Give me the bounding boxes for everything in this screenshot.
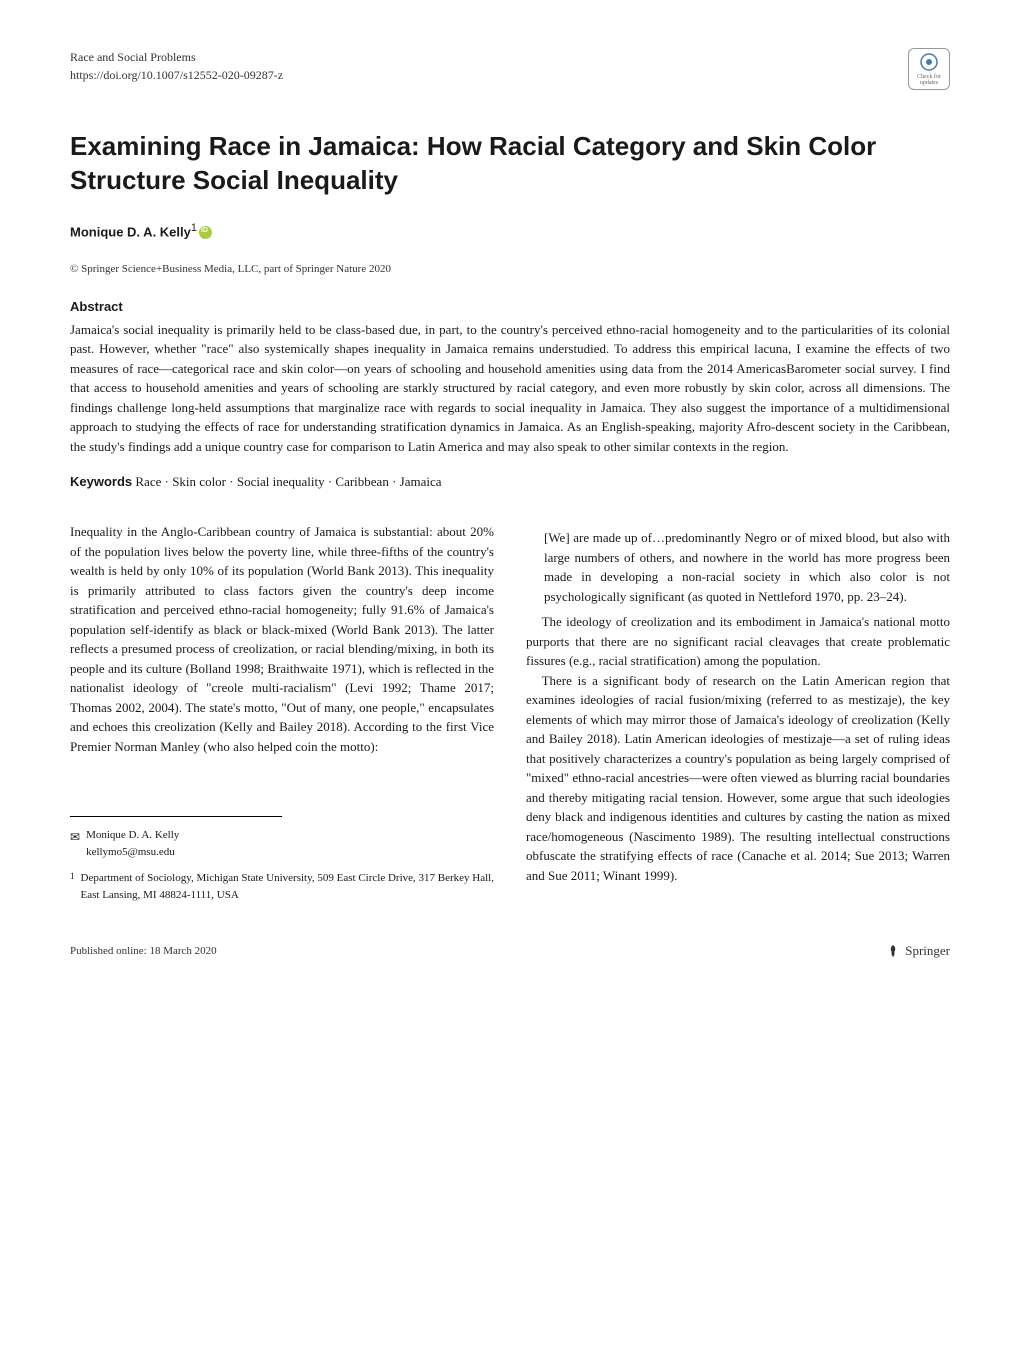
author-line: Monique D. A. Kelly1 bbox=[70, 222, 950, 239]
affiliation-text: Department of Sociology, Michigan State … bbox=[81, 870, 495, 903]
bottom-bar: Published online: 18 March 2020 Springer bbox=[70, 943, 950, 959]
springer-logo: Springer bbox=[885, 943, 950, 959]
abstract-text: Jamaica's social inequality is primarily… bbox=[70, 320, 950, 457]
journal-header: Race and Social Problems https://doi.org… bbox=[70, 48, 950, 90]
journal-doi: https://doi.org/10.1007/s12552-020-09287… bbox=[70, 66, 283, 84]
author-name: Monique D. A. Kelly bbox=[70, 224, 191, 239]
correspondence-name: Monique D. A. Kelly bbox=[86, 827, 179, 844]
keywords-line: Keywords Race · Skin color · Social ineq… bbox=[70, 474, 950, 490]
mail-icon: ✉ bbox=[70, 828, 80, 846]
springer-text: Springer bbox=[905, 943, 950, 959]
orcid-icon[interactable] bbox=[199, 226, 212, 239]
block-quote: [We] are made up of…predominantly Negro … bbox=[544, 528, 950, 606]
right-paragraph-2: There is a significant body of research … bbox=[526, 671, 950, 886]
left-column: Inequality in the Anglo-Caribbean countr… bbox=[70, 522, 494, 903]
check-updates-badge[interactable]: Check for updates bbox=[908, 48, 950, 90]
springer-icon bbox=[885, 943, 901, 959]
right-column: [We] are made up of…predominantly Negro … bbox=[526, 522, 950, 903]
abstract-header: Abstract bbox=[70, 299, 950, 314]
keywords-text: Race · Skin color · Social inequality · … bbox=[135, 474, 441, 489]
body-columns: Inequality in the Anglo-Caribbean countr… bbox=[70, 522, 950, 903]
article-title: Examining Race in Jamaica: How Racial Ca… bbox=[70, 130, 950, 198]
journal-name: Race and Social Problems bbox=[70, 48, 283, 66]
correspondence: ✉ Monique D. A. Kelly kellymo5@msu.edu bbox=[70, 827, 494, 860]
correspondence-email: kellymo5@msu.edu bbox=[86, 844, 179, 861]
affiliation: 1 Department of Sociology, Michigan Stat… bbox=[70, 870, 494, 903]
right-paragraph-1: The ideology of creolization and its emb… bbox=[526, 612, 950, 671]
footnote-separator bbox=[70, 816, 282, 817]
affiliation-num: 1 bbox=[70, 870, 75, 903]
check-updates-icon bbox=[919, 52, 939, 72]
keywords-label: Keywords bbox=[70, 474, 132, 489]
journal-info: Race and Social Problems https://doi.org… bbox=[70, 48, 283, 84]
correspondence-details: Monique D. A. Kelly kellymo5@msu.edu bbox=[86, 827, 179, 860]
intro-paragraph: Inequality in the Anglo-Caribbean countr… bbox=[70, 522, 494, 756]
copyright: © Springer Science+Business Media, LLC, … bbox=[70, 263, 950, 275]
check-updates-label: Check for updates bbox=[909, 74, 949, 86]
published-line: Published online: 18 March 2020 bbox=[70, 945, 217, 957]
author-sup: 1 bbox=[191, 222, 197, 234]
